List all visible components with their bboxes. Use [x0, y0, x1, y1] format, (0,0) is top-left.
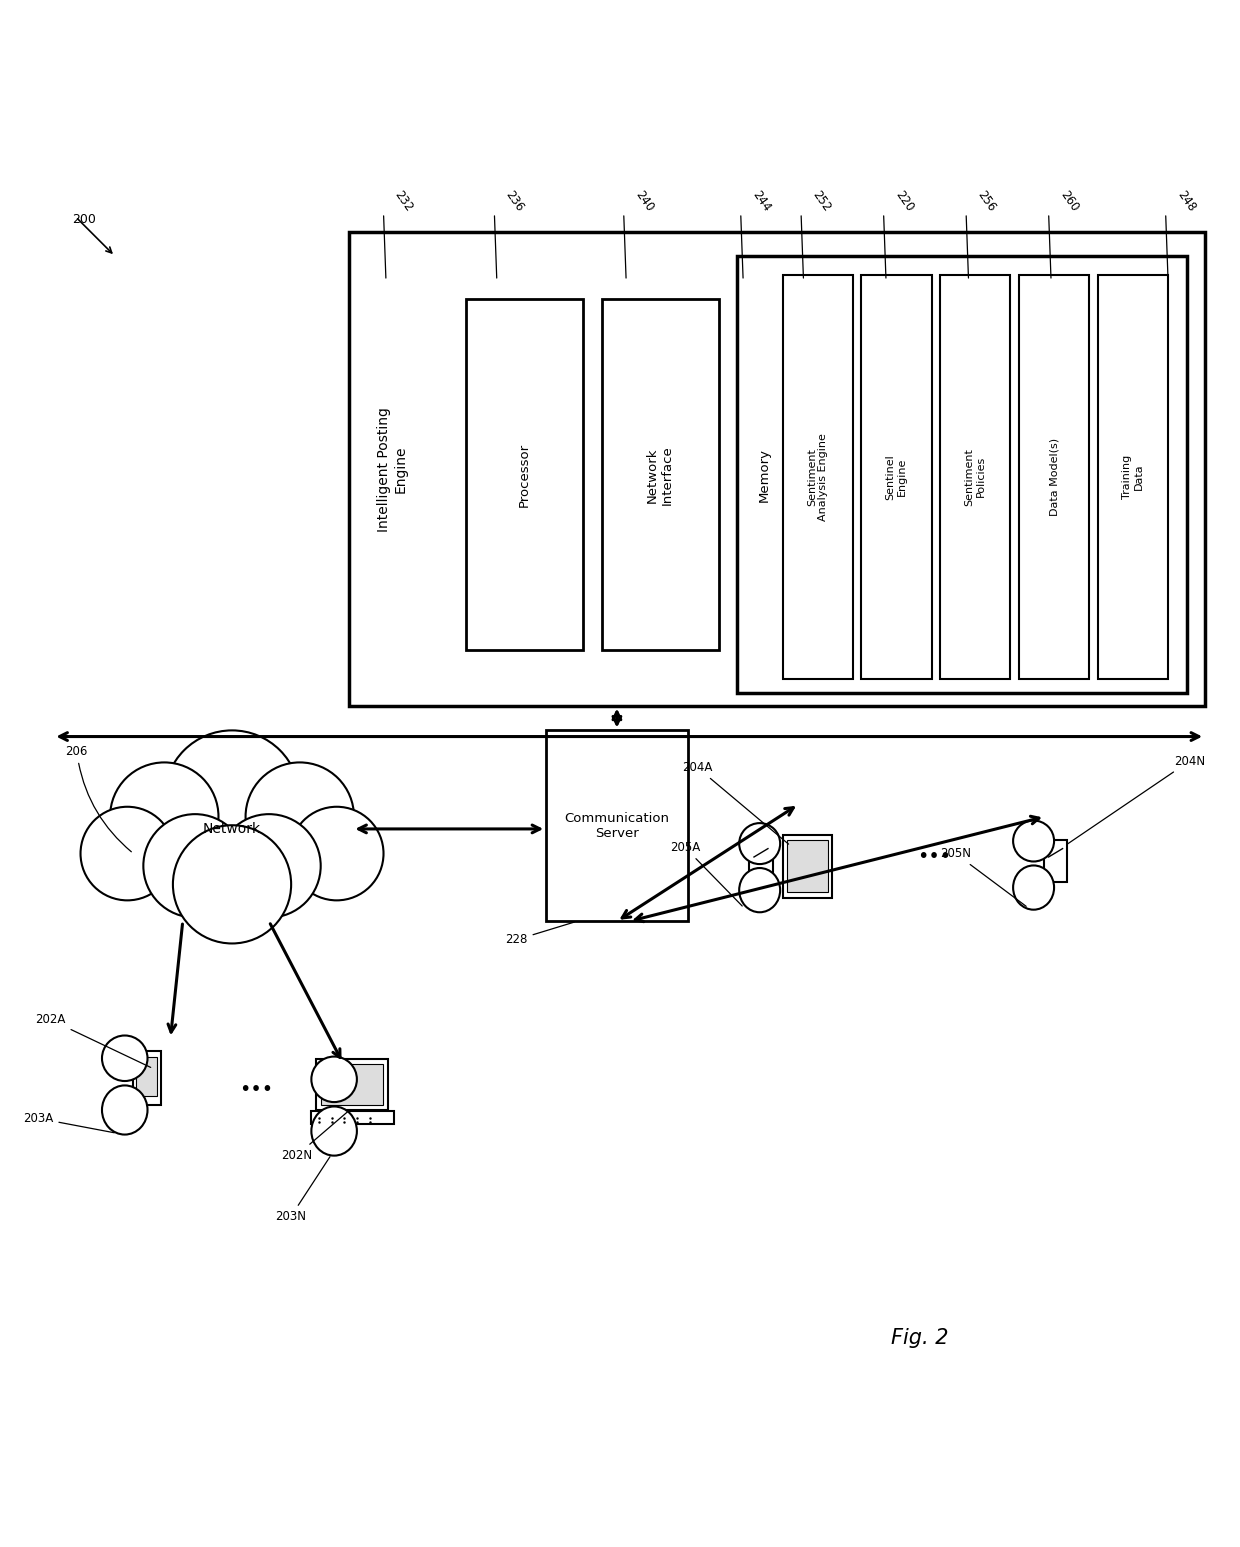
Bar [321, 1064, 383, 1105]
Text: Training
Data: Training Data [1122, 455, 1143, 498]
Bar [1097, 275, 1168, 679]
Text: 248: 248 [1174, 187, 1198, 213]
Bar [782, 835, 832, 897]
Text: 256: 256 [975, 187, 998, 213]
Text: 202A: 202A [36, 1013, 151, 1067]
Circle shape [110, 763, 218, 871]
Circle shape [172, 825, 291, 944]
Text: 205N: 205N [940, 848, 1027, 907]
Text: 260: 260 [1058, 187, 1081, 213]
Bar [1044, 840, 1068, 882]
Circle shape [1013, 820, 1054, 862]
Circle shape [246, 763, 353, 871]
Bar [737, 257, 1187, 693]
Ellipse shape [739, 868, 780, 913]
Text: Fig. 2: Fig. 2 [892, 1327, 949, 1347]
Text: •••: ••• [918, 846, 951, 866]
Text: Sentinel
Engine: Sentinel Engine [885, 453, 908, 500]
Text: 244: 244 [749, 187, 773, 213]
Text: Sentiment
Policies: Sentiment Policies [965, 447, 986, 506]
Bar [782, 275, 853, 679]
Bar [940, 275, 1011, 679]
Bar [466, 299, 583, 650]
Text: 203A: 203A [24, 1112, 114, 1132]
Text: Memory: Memory [758, 449, 770, 503]
Ellipse shape [102, 1086, 148, 1134]
Text: 206: 206 [66, 744, 131, 852]
Bar [133, 1050, 161, 1105]
Bar [311, 1111, 393, 1125]
Circle shape [311, 1057, 357, 1101]
Text: Network
Interface: Network Interface [646, 446, 675, 504]
Text: Processor: Processor [518, 442, 531, 507]
Bar [348, 232, 1205, 705]
Text: 236: 236 [503, 187, 527, 213]
Text: 240: 240 [632, 187, 656, 213]
Circle shape [144, 814, 247, 917]
Text: 202N: 202N [281, 1109, 350, 1162]
Text: 204N: 204N [1066, 755, 1205, 845]
Circle shape [290, 806, 383, 900]
Bar [1019, 275, 1089, 679]
Text: 228: 228 [505, 922, 574, 947]
Text: 232: 232 [392, 187, 415, 213]
Ellipse shape [311, 1106, 357, 1156]
Circle shape [217, 814, 321, 917]
Text: 252: 252 [810, 187, 833, 213]
Text: Network: Network [203, 821, 262, 835]
Bar [749, 840, 773, 882]
Bar [316, 1058, 388, 1111]
Text: 204A: 204A [682, 761, 789, 845]
Bar [601, 299, 718, 650]
Text: •••: ••• [239, 1080, 274, 1098]
Circle shape [739, 823, 780, 865]
Circle shape [81, 806, 174, 900]
Text: Intelligent Posting
Engine: Intelligent Posting Engine [377, 407, 407, 532]
Text: Sentiment
Analysis Engine: Sentiment Analysis Engine [807, 433, 828, 521]
Circle shape [102, 1035, 148, 1081]
Bar [862, 275, 931, 679]
Circle shape [164, 730, 300, 866]
Bar [546, 730, 688, 922]
Text: 220: 220 [893, 187, 915, 213]
Text: 203N: 203N [275, 1157, 330, 1224]
Bar [136, 1057, 157, 1095]
Bar [786, 840, 828, 893]
Text: Communication
Server: Communication Server [564, 812, 670, 840]
Ellipse shape [1013, 865, 1054, 910]
Text: 200: 200 [72, 213, 95, 226]
Text: Data Model(s): Data Model(s) [1049, 438, 1059, 515]
Text: 205A: 205A [670, 842, 743, 907]
